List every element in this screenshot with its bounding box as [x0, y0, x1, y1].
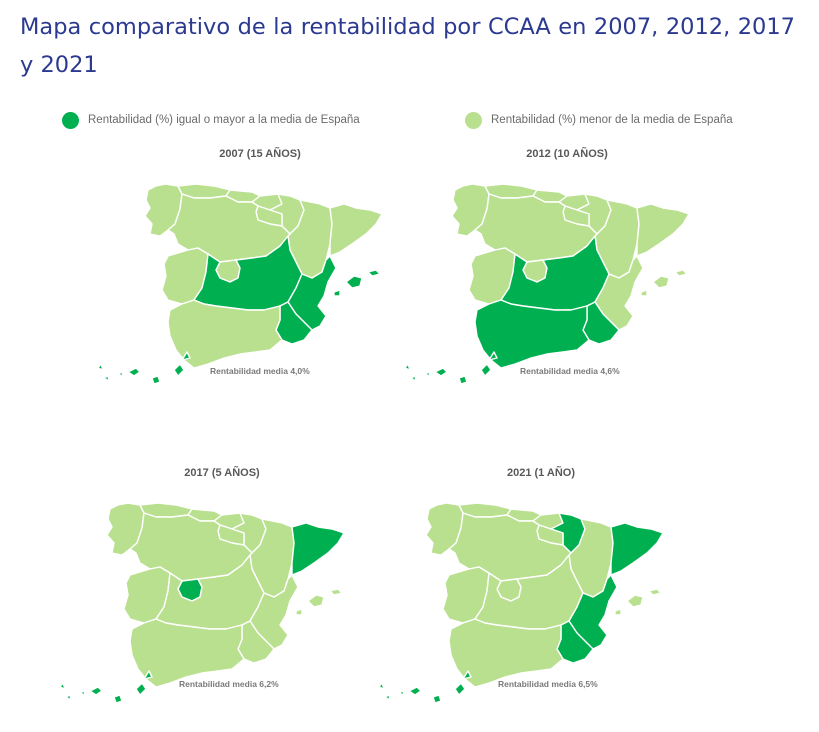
map-title: 2012 (10 AÑOS) [526, 148, 608, 160]
region-andalucia [448, 618, 564, 688]
map-title: 2017 (5 AÑOS) [184, 467, 260, 479]
map-panel-2012: 2012 (10 AÑOS) Rentabilidad media 4,6% [397, 148, 737, 398]
region-cataluna [610, 522, 664, 576]
average-text: Rentabilidad media 4,6% [520, 366, 620, 376]
legend-label-above: Rentabilidad (%) igual o mayor a la medi… [88, 114, 360, 126]
region-baleares [640, 269, 688, 297]
legend-item-above: Rentabilidad (%) igual o mayor a la medi… [62, 110, 360, 130]
region-cataluna [329, 203, 383, 257]
map-panel-2021: 2021 (1 AÑO) Rentabilidad media 6,5% [371, 467, 711, 717]
legend-label-below: Rentabilidad (%) menor de la media de Es… [491, 114, 733, 126]
region-andalucia [474, 299, 590, 369]
spain-map [404, 183, 690, 385]
region-canarias [59, 670, 153, 704]
legend-swatch-above [62, 111, 79, 129]
spain-map [59, 502, 345, 704]
region-andalucia [129, 618, 245, 688]
legend-swatch-below [465, 111, 482, 129]
map-title: 2021 (1 AÑO) [506, 467, 576, 479]
average-value: 4,6% [600, 366, 620, 376]
region-baleares [295, 588, 343, 616]
average-label: Rentabilidad media 6,2% [179, 679, 279, 689]
region-canarias [378, 670, 472, 704]
average-label: Rentabilidad media [498, 679, 576, 689]
average-text: Rentabilidad media 4,0% [210, 366, 310, 376]
region-cataluna [291, 522, 345, 576]
map-panel-2007: 2007 (15 AÑOS) Rentabilidad media 4,0% [90, 148, 430, 398]
map-title: 2007 (15 AÑOS) [219, 148, 301, 160]
region-canarias [404, 351, 498, 385]
map-panel-2017: 2017 (5 AÑOS) Rentabilidad media 6,2% [52, 467, 392, 717]
region-andalucia [167, 299, 283, 369]
average-value: 6,5% [578, 679, 598, 689]
region-baleares [614, 588, 662, 616]
average-label: Rentabilidad media [520, 366, 598, 376]
average-value: 4,0% [290, 366, 310, 376]
region-baleares [333, 269, 381, 297]
legend-item-below: Rentabilidad (%) menor de la media de Es… [465, 110, 733, 130]
average-text: Rentabilidad media 6,2% [179, 679, 279, 689]
average-text: Rentabilidad media 6,5% [498, 679, 598, 689]
average-label: Rentabilidad media [210, 366, 288, 376]
region-canarias [97, 351, 191, 385]
spain-map [97, 183, 383, 385]
page-title: Mapa comparativo de la rentabilidad por … [20, 14, 795, 78]
region-cataluna [636, 203, 690, 257]
spain-map [378, 502, 664, 704]
